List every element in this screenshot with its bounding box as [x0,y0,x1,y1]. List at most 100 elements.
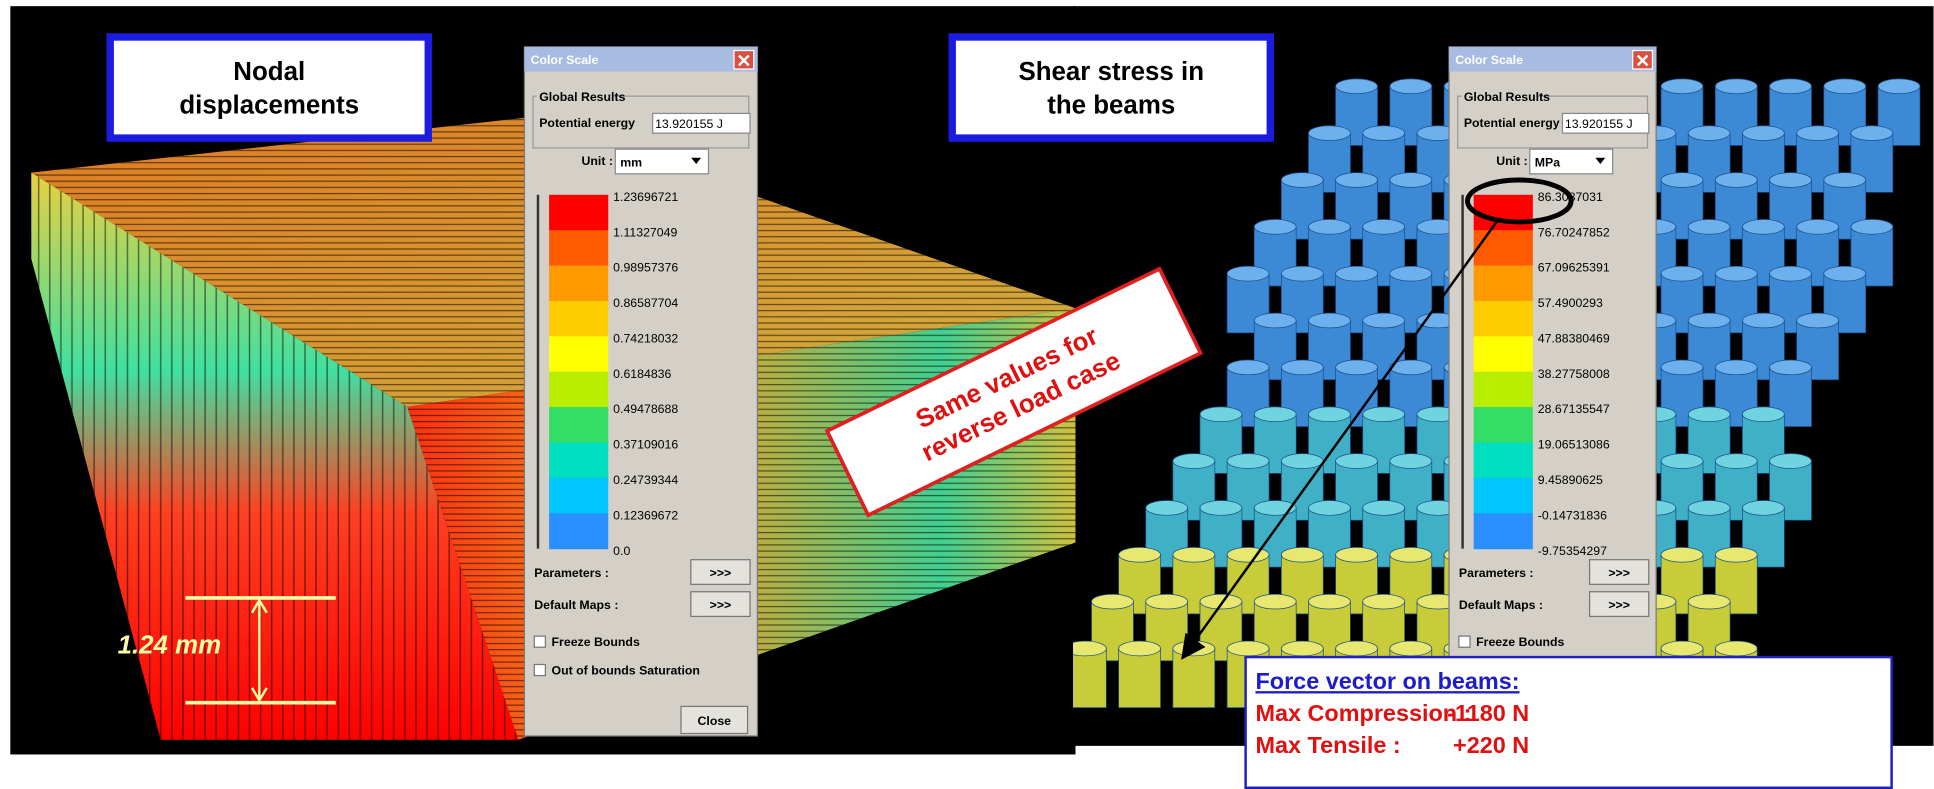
cylinder-top [1281,641,1323,656]
cylinder-top [1688,594,1730,609]
cylinder-top [1742,126,1784,141]
label-box [952,37,1270,138]
scale-label: 0.86587704 [613,296,678,310]
label-text: Shear stress in [1018,58,1204,86]
scale-label: 28.67135547 [1538,402,1610,416]
scale-band [549,442,608,478]
scale-label: 38.27758008 [1538,367,1610,381]
scale-label: 1.23696721 [613,190,678,204]
cylinder-top [1824,173,1866,188]
scale-label: 1.11327049 [613,225,677,239]
button-label: >>> [710,566,732,580]
cylinder-top [1390,173,1432,188]
cylinder-top [1715,79,1757,94]
label-text: the beams [1047,91,1175,119]
cylinder-top [1308,219,1350,234]
checkbox-label: Freeze Bounds [1476,635,1564,649]
cylinder-top [1390,266,1432,281]
cylinder-top [1770,79,1812,94]
scale-band [1474,513,1533,549]
cylinder-top [1363,313,1405,328]
cylinder-top [1797,313,1839,328]
cylinder-top [1715,454,1757,469]
unit-label: Unit : [581,154,612,168]
checkbox[interactable] [1459,636,1470,647]
checkbox[interactable] [534,636,545,647]
cylinder-top [1715,547,1757,562]
scale-label: 0.0 [613,544,630,558]
cylinder-top [1336,360,1378,375]
field-label: Parameters : [1459,566,1534,580]
cylinder-top [1661,547,1703,562]
scale-label: 0.6184836 [613,367,671,381]
scale-band [1474,442,1533,478]
cylinder-top [1227,266,1269,281]
cylinder-top [1878,79,1920,94]
dialog-title: Color Scale [531,53,599,67]
cylinder-top [1363,219,1405,234]
cylinder-top [1200,407,1242,422]
scale-label: 76.70247852 [1538,225,1610,239]
button-label: >>> [1608,566,1630,580]
checkbox-label: Freeze Bounds [552,635,640,649]
force-label: Max Tensile : [1255,732,1400,758]
scale-band [549,478,608,514]
cylinder-top [1336,454,1378,469]
label-box [110,37,428,138]
scale-band [1474,407,1533,443]
cylinder-top [1254,407,1296,422]
energy-value: 13.920155 J [655,117,723,131]
unit-label: Unit : [1496,154,1527,168]
cylinder-top [1281,266,1323,281]
scale-band [1474,336,1533,372]
scale-label: 57.4900293 [1538,296,1603,310]
cylinder-top [1661,266,1703,281]
cylinder-top [1254,219,1296,234]
checkbox[interactable] [534,664,545,675]
scale-band [1474,266,1533,302]
cylinder-top [1308,594,1350,609]
cylinder-body [1173,648,1215,707]
scale-label: 0.24739344 [613,473,678,487]
cylinder-top [1363,594,1405,609]
cylinder-top [1688,501,1730,516]
scale-band [549,266,608,302]
scale-band [549,372,608,408]
cylinder-top [1715,173,1757,188]
cylinder-top [1688,126,1730,141]
cylinder-top [1390,79,1432,94]
scale-label: -0.14731836 [1538,508,1607,522]
cylinder-top [1336,266,1378,281]
cylinder-top [1200,501,1242,516]
cylinder-top [1797,126,1839,141]
scale-band [549,513,608,549]
unit-value: MPa [1535,155,1560,169]
cylinder-top [1715,266,1757,281]
cylinder-top [1688,407,1730,422]
cylinder-top [1770,454,1812,469]
label-text: Nodal [233,58,305,86]
cylinder-top [1363,501,1405,516]
cylinder-body [1119,648,1161,707]
field-label: Parameters : [534,566,609,580]
cylinder-top [1715,641,1757,656]
cylinder-top [1308,407,1350,422]
cylinder-top [1770,266,1812,281]
cylinder-top [1661,454,1703,469]
dimension-label: 1.24 mm [118,631,222,659]
dialog-title: Color Scale [1455,53,1523,67]
cylinder-top [1390,454,1432,469]
cylinder-top [1308,126,1350,141]
cylinder-top [1119,641,1161,656]
cylinder-top [1742,219,1784,234]
cylinder-top [1254,594,1296,609]
scale-band [1474,301,1533,337]
scale-label: 19.06513086 [1538,438,1610,452]
scale-label: -9.75354297 [1538,544,1607,558]
cylinder-top [1173,547,1215,562]
cylinder-top [1200,594,1242,609]
scale-band [1474,372,1533,408]
cylinder-top [1173,454,1215,469]
cylinder-top [1797,219,1839,234]
cylinder-top [1661,641,1703,656]
